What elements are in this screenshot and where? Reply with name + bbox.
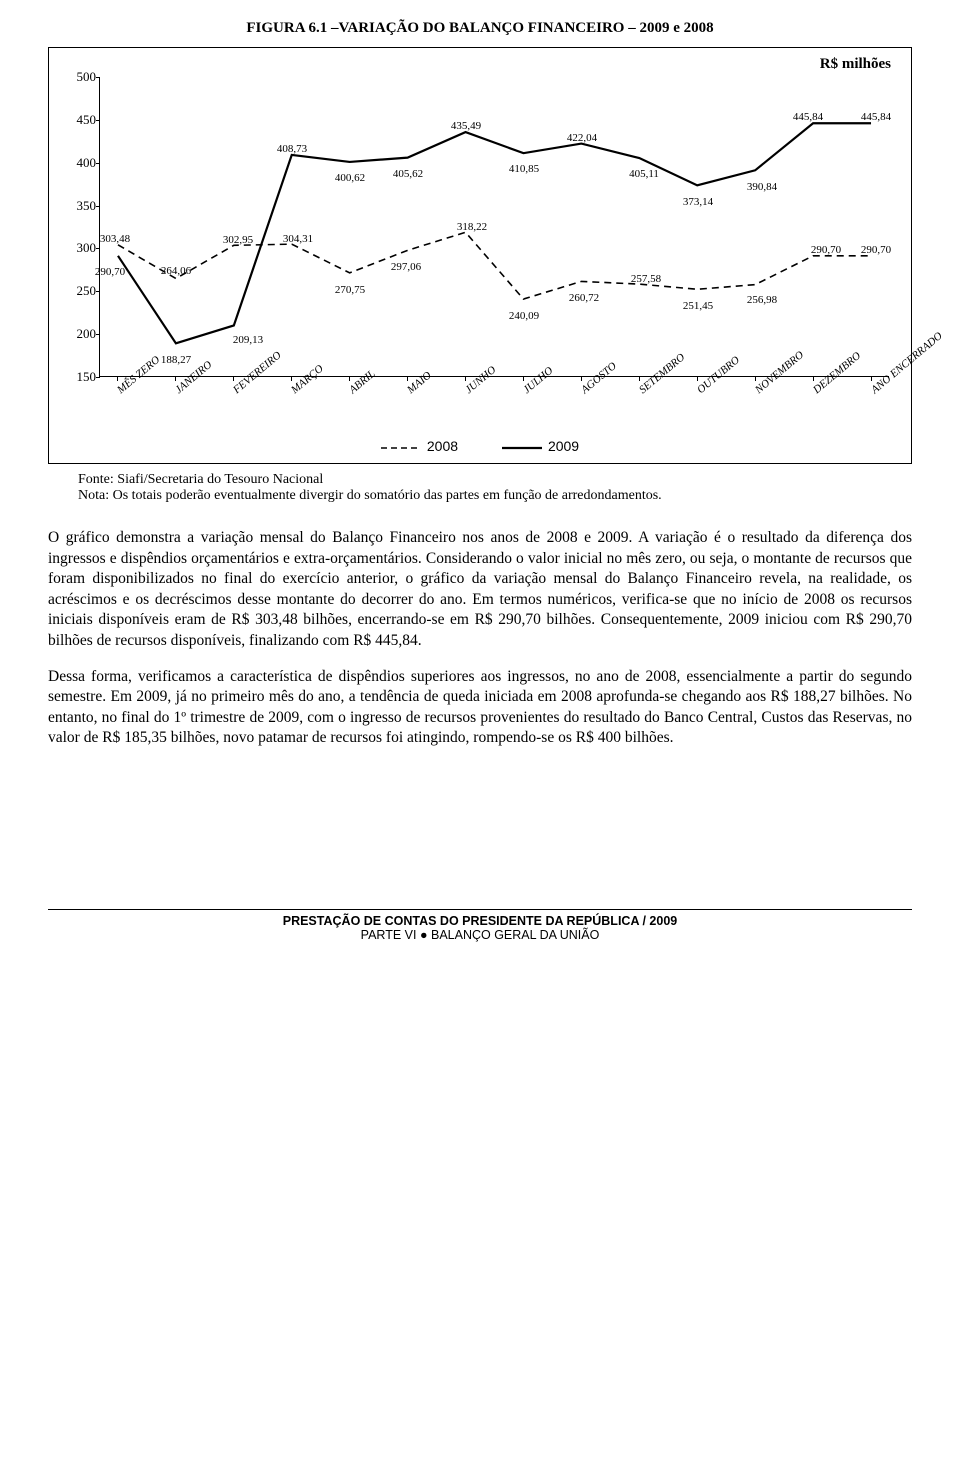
data-point-label: 290,70 (811, 244, 841, 256)
data-point-label: 435,49 (451, 120, 481, 132)
data-point-label: 302,95 (223, 234, 253, 246)
legend-swatch-dashed (381, 439, 421, 455)
y-tick-label: 300 (60, 240, 96, 256)
y-tick-label: 500 (60, 69, 96, 85)
chart-legend: 2008 2009 (59, 432, 901, 457)
page-footer: PRESTAÇÃO DE CONTAS DO PRESIDENTE DA REP… (48, 909, 912, 942)
footer-line1: PRESTAÇÃO DE CONTAS DO PRESIDENTE DA REP… (48, 914, 912, 928)
data-point-label: 240,09 (509, 310, 539, 322)
data-point-label: 257,58 (631, 273, 661, 285)
data-point-label: 303,48 (100, 233, 130, 245)
data-point-label: 290,70 (861, 244, 891, 256)
data-point-label: 445,84 (861, 111, 891, 123)
figure-title: FIGURA 6.1 –VARIAÇÃO DO BALANÇO FINANCEI… (48, 20, 912, 37)
footer-line2: PARTE VI ● BALANÇO GERAL DA UNIÃO (48, 928, 912, 942)
legend-item-2008: 2008 (381, 438, 458, 455)
data-point-label: 405,11 (629, 168, 659, 180)
chart-x-axis: MÊS ZEROJANEIROFEVEREIROMARÇOABRILMAIOJU… (99, 377, 889, 432)
chart-unit-label: R$ milhões (59, 56, 901, 73)
data-point-label: 304,31 (283, 233, 313, 245)
data-point-label: 445,84 (793, 111, 823, 123)
data-point-label: 408,73 (277, 143, 307, 155)
data-point-label: 405,62 (393, 168, 423, 180)
chart-plot-area: 150200250300350400450500303,48264,06302,… (99, 77, 889, 377)
y-tick-label: 450 (60, 112, 96, 128)
data-point-label: 270,75 (335, 284, 365, 296)
source-note: Nota: Os totais poderão eventualmente di… (78, 488, 912, 504)
data-point-label: 209,13 (233, 334, 263, 346)
y-tick-label: 400 (60, 155, 96, 171)
legend-label: 2008 (427, 438, 458, 454)
legend-label: 2009 (548, 438, 579, 454)
body-paragraph: Dessa forma, verificamos a característic… (48, 667, 912, 749)
data-point-label: 410,85 (509, 163, 539, 175)
data-point-label: 260,72 (569, 292, 599, 304)
legend-swatch-solid (502, 439, 542, 455)
data-point-label: 264,06 (161, 265, 191, 277)
data-point-label: 256,98 (747, 294, 777, 306)
source-line: Fonte: Siafi/Secretaria do Tesouro Nacio… (78, 472, 912, 488)
data-point-label: 297,06 (391, 261, 421, 273)
data-point-label: 290,70 (95, 266, 125, 278)
data-point-label: 251,45 (683, 300, 713, 312)
data-point-label: 373,14 (683, 196, 713, 208)
data-point-label: 422,04 (567, 132, 597, 144)
legend-item-2009: 2009 (502, 438, 579, 455)
data-point-label: 390,84 (747, 181, 777, 193)
y-tick-label: 350 (60, 198, 96, 214)
data-point-label: 188,27 (161, 354, 191, 366)
y-tick-label: 200 (60, 326, 96, 342)
y-tick-label: 150 (60, 369, 96, 385)
chart-container: R$ milhões 150 200 250 300 350 400 450 500 303,4… (48, 47, 912, 464)
y-tick-label: 250 (60, 283, 96, 299)
data-point-label: 400,62 (335, 172, 365, 184)
body-paragraph: O gráfico demonstra a variação mensal do… (48, 528, 912, 651)
data-point-label: 318,22 (457, 221, 487, 233)
chart-source-notes: Fonte: Siafi/Secretaria do Tesouro Nacio… (78, 472, 912, 504)
